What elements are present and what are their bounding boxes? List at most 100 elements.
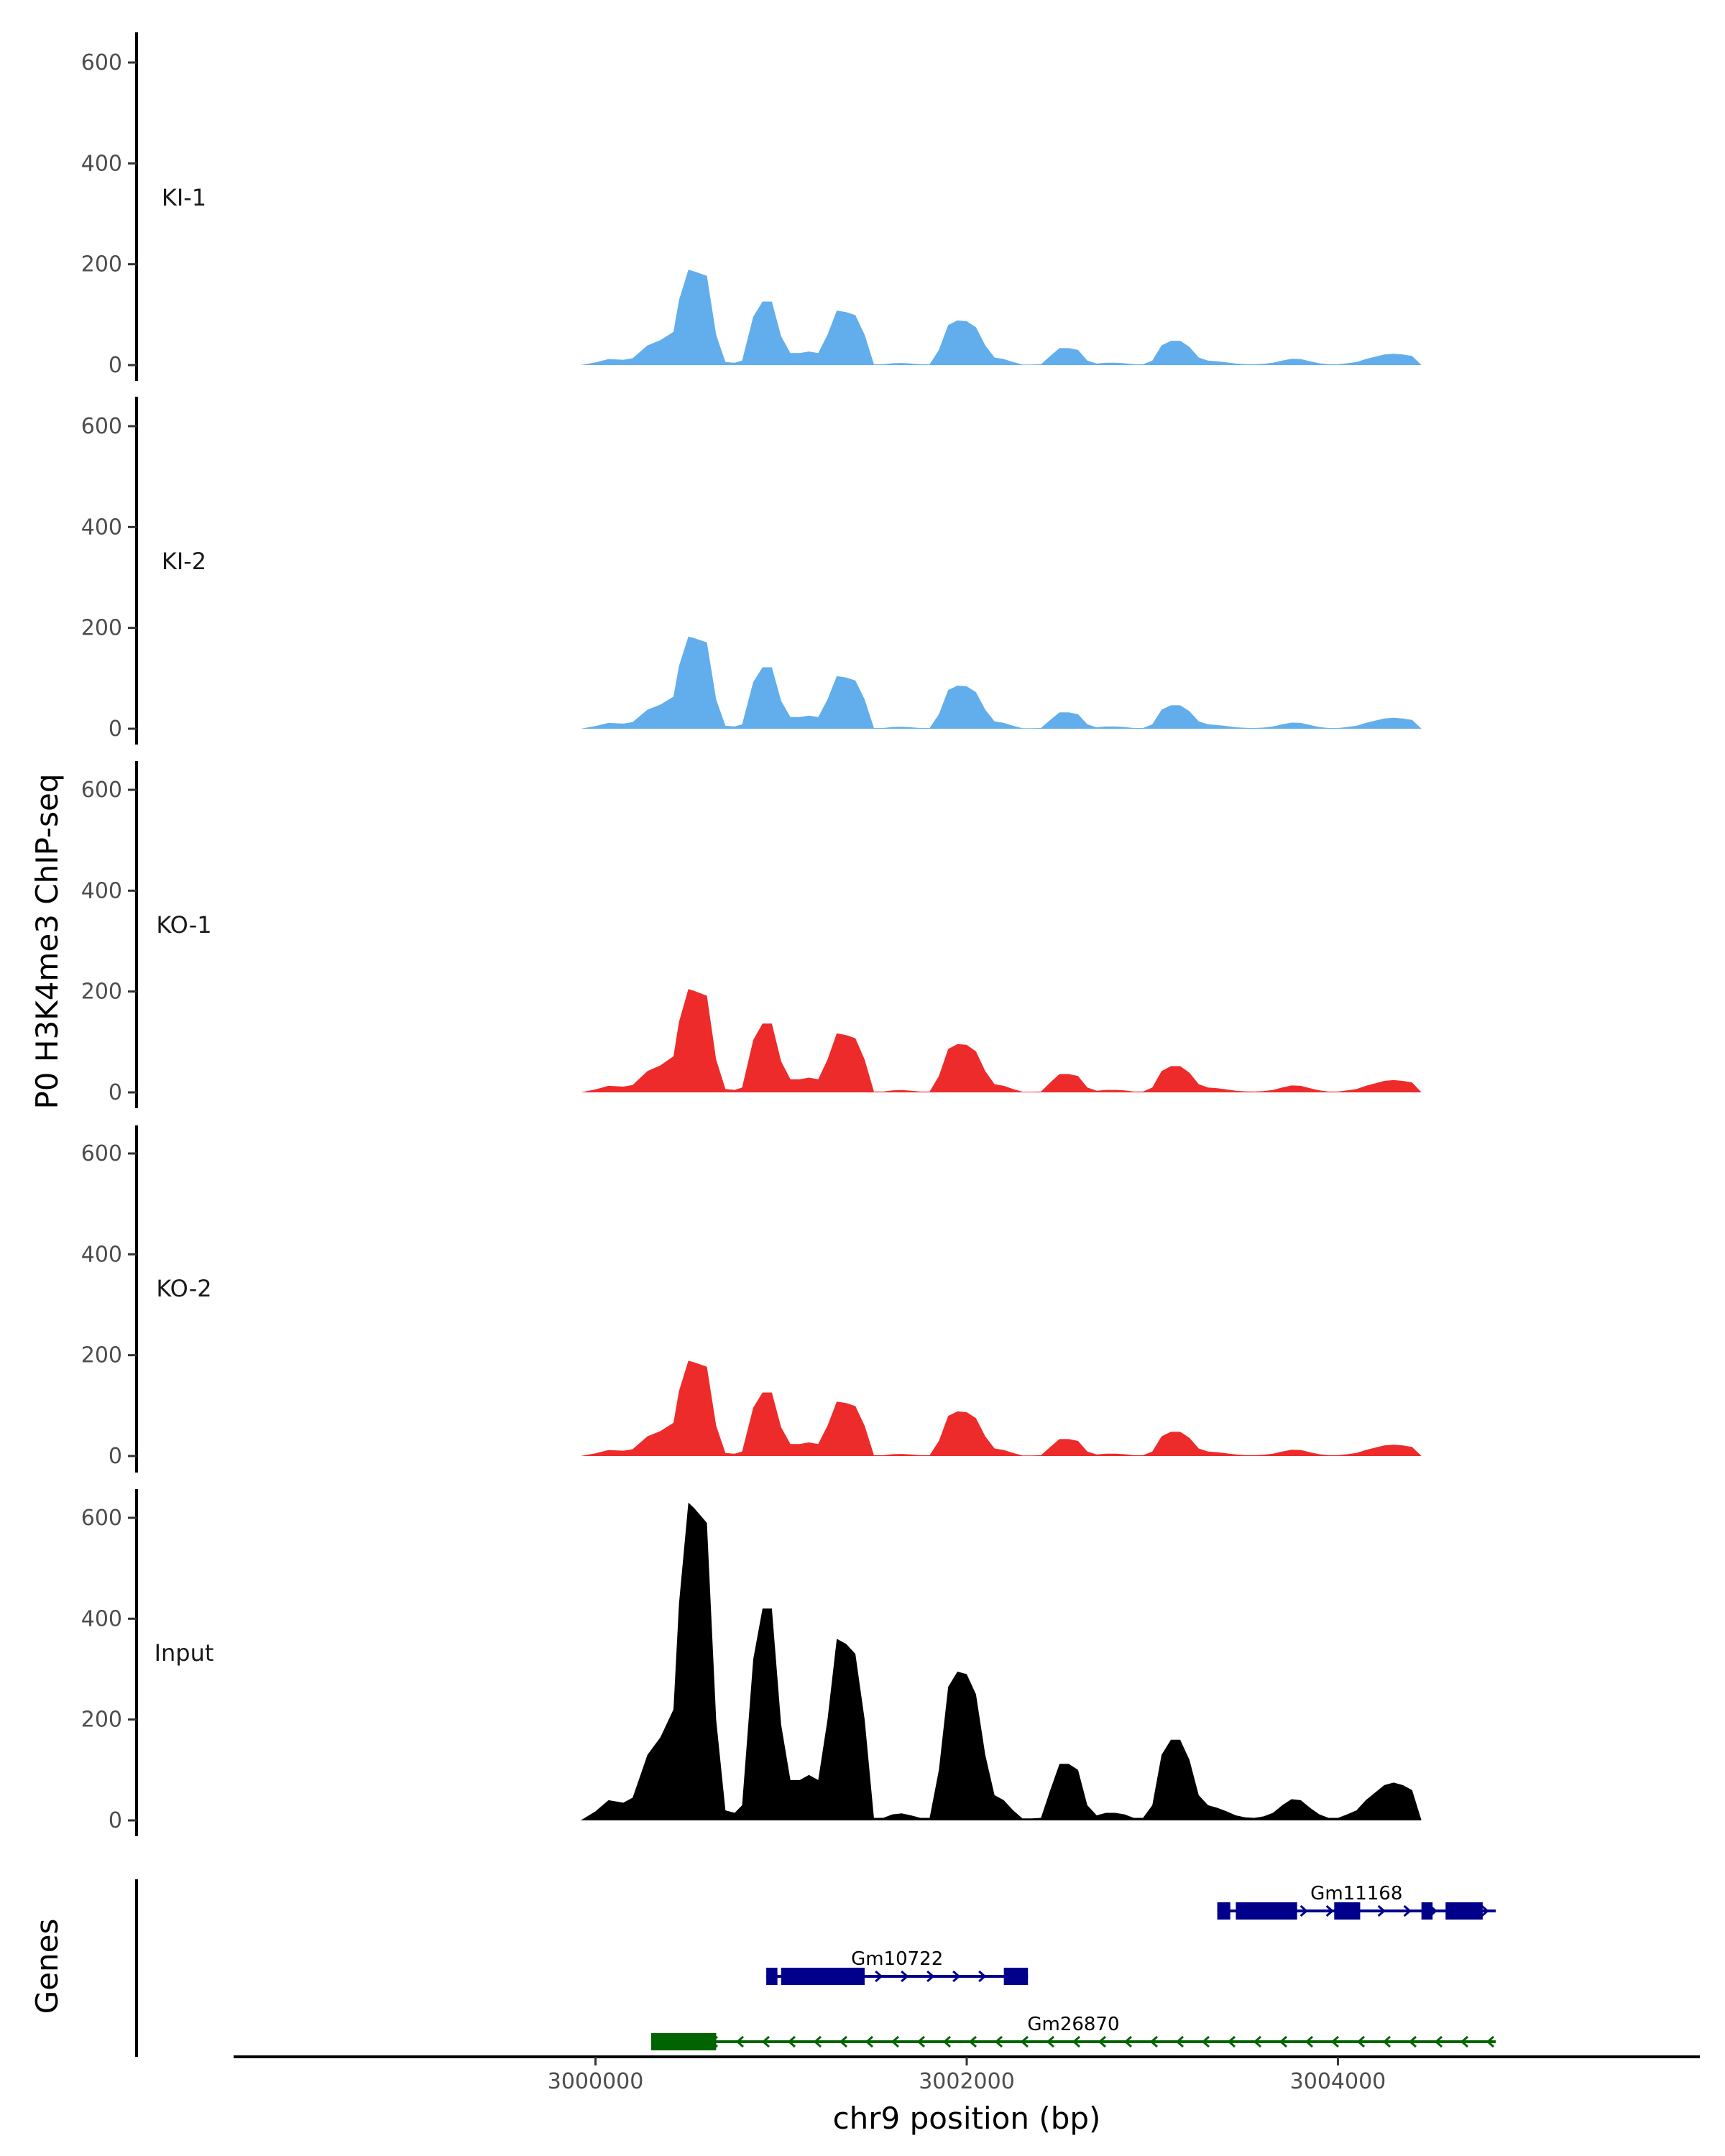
y-tick-label: 0 — [109, 1080, 122, 1105]
strand-arrow — [813, 2035, 822, 2048]
y-tick-label: 200 — [81, 1343, 122, 1368]
strand-arrow — [942, 2035, 951, 2048]
gene-gm11168: Gm11168 — [1217, 1883, 1496, 1920]
strand-arrow — [1403, 1904, 1412, 1917]
y-tick-label: 600 — [81, 1141, 122, 1166]
gene-gm10722: Gm10722 — [766, 1948, 1029, 1985]
gene-exon — [1421, 1902, 1433, 1920]
strand-arrow — [978, 1970, 987, 1983]
y-tick-label: 600 — [81, 414, 122, 439]
y-tick-label: 600 — [81, 50, 122, 75]
strand-arrow — [1149, 2035, 1158, 2048]
track-ko-2: 0 200 400 600 KO-2 — [81, 1125, 1478, 1473]
strand-arrow — [1123, 2035, 1132, 2048]
signal-area-ko-1 — [580, 989, 1478, 1092]
x-tick-label: 3004000 — [1290, 2069, 1386, 2094]
strand-arrow — [1330, 2035, 1339, 2048]
strand-arrow — [1253, 2035, 1261, 2048]
y-tick-label: 0 — [109, 353, 122, 378]
strand-arrow — [968, 2035, 977, 2048]
y-tick-label: 400 — [81, 1606, 122, 1631]
gene-name-label: Gm11168 — [1310, 1883, 1402, 1904]
track-label: KO-2 — [156, 1275, 211, 1302]
strand-arrow — [916, 2035, 925, 2048]
strand-arrow — [1046, 2035, 1054, 2048]
genes-axis-title: Genes — [29, 1919, 65, 2014]
strand-arrow — [1434, 2035, 1443, 2048]
strand-arrow — [1325, 1904, 1334, 1917]
strand-arrow — [1382, 2035, 1391, 2048]
strand-arrow — [839, 2035, 847, 2048]
gene-name-label: Gm26870 — [1027, 2014, 1119, 2035]
y-tick-label: 200 — [81, 980, 122, 1005]
gene-exon — [1445, 1902, 1483, 1920]
y-tick-label: 0 — [109, 1444, 122, 1469]
y-tick-label: 400 — [81, 1242, 122, 1267]
gene-exon — [1236, 1902, 1297, 1920]
strand-arrow — [1377, 1904, 1386, 1917]
x-axis: 3000000 3002000 3004000 — [234, 2055, 1700, 2094]
gene-exon — [781, 1968, 865, 1985]
gene-track: Gm11168 Gm10722 Gm26870 — [135, 1879, 1496, 2057]
gene-exon — [1217, 1902, 1230, 1920]
y-tick-label: 200 — [81, 1708, 122, 1733]
strand-arrow — [1305, 2035, 1313, 2048]
signal-area-ko-2 — [580, 1360, 1478, 1456]
track-label: KO-1 — [156, 911, 211, 939]
gene-gm26870: Gm26870 — [651, 2014, 1496, 2050]
y-tick-label: 200 — [81, 252, 122, 277]
strand-arrow — [891, 2035, 899, 2048]
strand-arrow — [952, 1970, 961, 1983]
strand-arrow — [1486, 2035, 1494, 2048]
strand-arrow — [1279, 2035, 1287, 2048]
gene-exon — [1003, 1968, 1029, 1985]
strand-arrow — [1020, 2035, 1029, 2048]
track-label: Input — [155, 1639, 214, 1667]
gene-exon — [766, 1968, 778, 1985]
strand-arrow — [865, 2035, 873, 2048]
y-tick-label: 400 — [81, 878, 122, 903]
track-ko-1: 0 200 400 600 KO-1 — [81, 761, 1478, 1108]
signal-area-ki-2 — [580, 636, 1478, 729]
strand-arrow — [735, 2035, 744, 2048]
gene-exon — [651, 2033, 717, 2050]
track-label: KI-1 — [162, 184, 206, 211]
signal-area-input — [580, 1502, 1478, 1820]
strand-arrow — [926, 1970, 935, 1983]
strand-arrow — [1175, 2035, 1184, 2048]
track-ki-2: 0 200 400 600 KI-2 — [81, 397, 1478, 745]
y-tick-label: 600 — [81, 1506, 122, 1531]
y-tick-label: 0 — [109, 717, 122, 742]
y-tick-label: 0 — [109, 1808, 122, 1833]
signal-tracks: 0 200 400 600 KI-1 0 200 400 600 KI-2 0 200 400 600 KO… — [81, 32, 1478, 1836]
strand-arrow — [994, 2035, 1003, 2048]
y-tick-label: 200 — [81, 616, 122, 641]
y-axis-title: P0 H3K4me3 ChIP-seq — [29, 773, 65, 1109]
strand-arrow — [901, 1970, 909, 1983]
y-tick-label: 600 — [81, 778, 122, 803]
strand-arrow — [1300, 1904, 1308, 1917]
strand-arrow — [761, 2035, 770, 2048]
gene-exon — [1334, 1902, 1361, 1920]
strand-arrow — [875, 1970, 883, 1983]
strand-arrow — [1356, 2035, 1365, 2048]
track-input: 0 200 400 600 Input — [81, 1489, 1478, 1836]
strand-arrow — [1072, 2035, 1080, 2048]
x-tick-label: 3000000 — [548, 2069, 644, 2094]
strand-arrow — [1098, 2035, 1106, 2048]
y-tick-label: 400 — [81, 151, 122, 176]
strand-arrow — [1460, 2035, 1468, 2048]
track-label: KI-2 — [162, 548, 206, 575]
x-axis-title: chr9 position (bp) — [833, 2101, 1101, 2136]
strand-arrow — [1408, 2035, 1417, 2048]
strand-arrow — [787, 2035, 796, 2048]
strand-arrow — [1227, 2035, 1236, 2048]
x-tick-label: 3002000 — [919, 2069, 1015, 2094]
gene-name-label: Gm10722 — [851, 1948, 943, 1970]
track-ki-1: 0 200 400 600 KI-1 — [81, 32, 1478, 381]
y-tick-label: 400 — [81, 515, 122, 540]
strand-arrow — [1201, 2035, 1210, 2048]
strand-arrow — [1481, 1904, 1489, 1917]
signal-area-ki-1 — [580, 270, 1478, 365]
